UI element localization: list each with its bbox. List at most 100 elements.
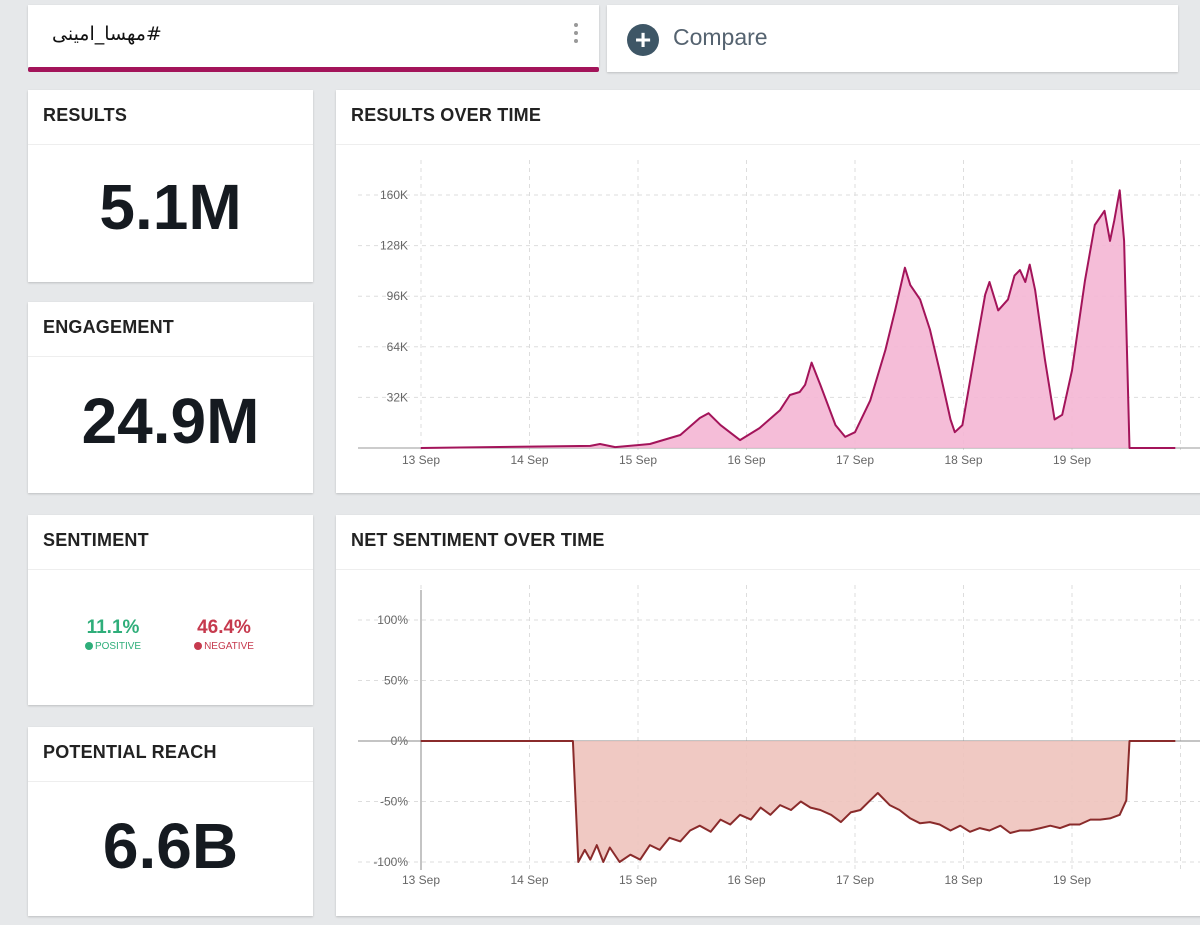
data-point xyxy=(959,825,961,827)
compare-button[interactable]: + Compare xyxy=(607,5,1178,72)
data-point xyxy=(909,817,911,820)
data-point xyxy=(884,349,886,351)
data-point xyxy=(1078,823,1081,826)
data-point xyxy=(1019,829,1021,832)
data-point xyxy=(1039,827,1042,829)
reach-card: POTENTIAL REACH 6.6B xyxy=(28,727,313,916)
y-tick-label: 32K xyxy=(387,390,408,404)
data-point xyxy=(999,825,1001,827)
data-point xyxy=(739,814,741,816)
data-point xyxy=(609,846,611,849)
plus-circle-icon: + xyxy=(627,24,659,56)
positive-stat: 11.1% POSITIVE xyxy=(83,617,143,652)
series-area xyxy=(421,741,1176,862)
net-sentiment-card: NET SENTIMENT OVER TIME 13 Sep 14 Sep 15 S… xyxy=(336,515,1200,916)
results-value: 5.1M xyxy=(99,171,242,243)
x-tick-label: 16 Sep xyxy=(727,873,765,887)
data-point xyxy=(869,799,871,801)
negative-icon xyxy=(194,642,203,650)
x-tick-label: 17 Sep xyxy=(836,453,874,467)
data-point xyxy=(1024,281,1026,283)
data-point xyxy=(929,328,931,331)
data-point xyxy=(689,829,691,832)
data-point xyxy=(668,837,671,839)
data-point xyxy=(1109,817,1111,820)
data-point xyxy=(949,829,952,832)
y-tick-label: -50% xyxy=(380,795,408,809)
negative-stat: 46.4% NEGATIVE xyxy=(191,617,257,652)
y-tick-label: 96K xyxy=(387,289,408,303)
data-point xyxy=(584,849,586,851)
x-tick-label: 19 Sep xyxy=(1053,873,1091,887)
engagement-card: ENGAGEMENT 24.9M xyxy=(28,302,313,493)
y-tick-label: 160K xyxy=(380,188,408,202)
data-point xyxy=(844,436,846,438)
data-point xyxy=(602,861,604,863)
more-options-icon[interactable] xyxy=(573,23,579,47)
engagement-value: 24.9M xyxy=(81,385,260,457)
data-point xyxy=(988,829,991,832)
negative-value: 46.4% xyxy=(197,617,251,638)
y-tick-label: 100% xyxy=(377,613,408,627)
data-point xyxy=(758,427,761,429)
data-point xyxy=(1044,358,1046,361)
data-point xyxy=(779,804,781,806)
x-tick-label: 14 Sep xyxy=(510,873,548,887)
series-line xyxy=(421,740,1176,863)
sentiment-card: SENTIMENT 11.1% POSITIVE 46.4% NEGATIVE xyxy=(28,515,313,705)
y-tick-label: 64K xyxy=(387,340,408,354)
data-point xyxy=(997,309,999,312)
data-point xyxy=(894,309,896,312)
data-point xyxy=(1128,447,1131,449)
data-point xyxy=(710,831,712,833)
data-point xyxy=(1009,832,1011,834)
data-point xyxy=(939,369,941,372)
data-point xyxy=(614,446,616,448)
data-point xyxy=(790,809,792,811)
data-point xyxy=(804,384,806,386)
data-point xyxy=(639,858,641,861)
data-point xyxy=(420,447,422,449)
data-point xyxy=(954,431,956,433)
x-tick-label: 18 Sep xyxy=(944,873,982,887)
data-point xyxy=(1061,414,1063,416)
data-point xyxy=(1071,369,1073,372)
data-point xyxy=(984,294,986,296)
x-tick-label: 16 Sep xyxy=(727,453,765,467)
x-tick-label: 15 Sep xyxy=(619,453,657,467)
data-point xyxy=(969,831,971,833)
data-point xyxy=(1128,740,1131,742)
x-tick-label: 15 Sep xyxy=(619,873,657,887)
data-point xyxy=(1013,275,1016,277)
data-point xyxy=(1119,189,1121,191)
data-point xyxy=(1174,740,1176,742)
data-point xyxy=(1119,814,1121,816)
results-title: RESULTS xyxy=(43,105,128,125)
data-point xyxy=(809,806,812,809)
chart-title: RESULTS OVER TIME xyxy=(351,105,542,125)
data-point xyxy=(869,399,871,402)
data-point xyxy=(898,809,901,811)
x-tick-label: 19 Sep xyxy=(1053,453,1091,467)
data-point xyxy=(1007,298,1009,300)
data-point xyxy=(1099,819,1101,821)
data-point xyxy=(618,861,621,863)
data-point xyxy=(789,394,791,396)
data-point xyxy=(819,809,821,811)
data-point xyxy=(707,412,710,414)
data-point xyxy=(719,819,722,821)
data-point xyxy=(1049,825,1051,827)
data-point xyxy=(699,825,701,827)
reach-value: 6.6B xyxy=(102,810,239,882)
data-point xyxy=(572,740,574,742)
data-point xyxy=(1034,289,1036,291)
series-area xyxy=(421,190,1176,449)
positive-value: 11.1% xyxy=(86,617,140,638)
data-point xyxy=(1174,447,1176,449)
y-tick-label: -100% xyxy=(373,855,408,869)
data-point xyxy=(840,821,842,823)
active-tab-indicator xyxy=(28,67,599,72)
data-point xyxy=(919,298,921,300)
data-point xyxy=(961,424,964,426)
query-tab[interactable]: #مهسا_امینی xyxy=(28,5,599,72)
